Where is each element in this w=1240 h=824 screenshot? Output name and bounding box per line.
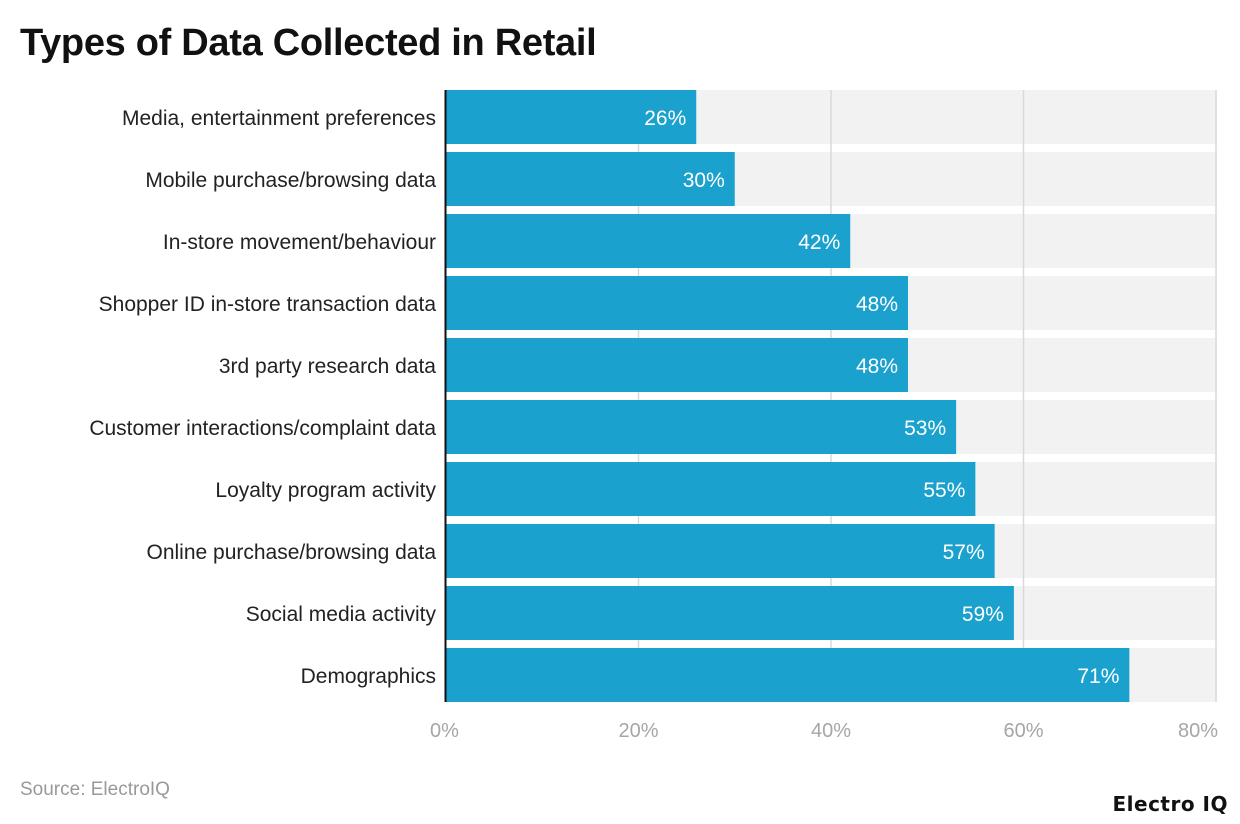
- bar: [446, 338, 908, 392]
- data-label: 71%: [1077, 665, 1119, 688]
- bar: [446, 214, 851, 268]
- bar: [446, 524, 995, 578]
- category-label: Social media activity: [246, 603, 437, 626]
- bar: [446, 586, 1014, 640]
- category-label: Shopper ID in-store transaction data: [99, 293, 437, 316]
- bar: [446, 648, 1130, 702]
- x-tick-label: 0%: [430, 720, 459, 742]
- data-label: 30%: [683, 169, 725, 192]
- electroiq-logo: Electro IQ: [1112, 792, 1228, 816]
- x-tick-label: 60%: [1003, 720, 1043, 742]
- bar: [446, 276, 908, 330]
- data-label: 48%: [856, 355, 898, 378]
- bar: [446, 462, 976, 516]
- data-label: 42%: [798, 231, 840, 254]
- category-label: Mobile purchase/browsing data: [145, 169, 436, 192]
- category-label: Online purchase/browsing data: [146, 541, 436, 564]
- x-tick-label: 20%: [618, 720, 658, 742]
- category-label: Demographics: [301, 665, 436, 688]
- data-label: 57%: [943, 541, 985, 564]
- bar: [446, 152, 735, 206]
- x-tick-label: 40%: [811, 720, 851, 742]
- data-label: 53%: [904, 417, 946, 440]
- data-label: 55%: [923, 479, 965, 502]
- chart-title: Types of Data Collected in Retail: [20, 22, 597, 64]
- category-label: Customer interactions/complaint data: [89, 417, 436, 440]
- category-label: Loyalty program activity: [215, 479, 436, 502]
- category-label: 3rd party research data: [219, 355, 436, 378]
- data-label: 59%: [962, 603, 1004, 626]
- x-tick-label: 80%: [1178, 720, 1218, 742]
- bar: [446, 400, 957, 454]
- category-label: In-store movement/behaviour: [163, 231, 436, 254]
- data-label: 48%: [856, 293, 898, 316]
- bar: [446, 90, 697, 144]
- source-note: Source: ElectroIQ: [20, 779, 170, 800]
- category-label: Media, entertainment preferences: [122, 107, 436, 130]
- data-label: 26%: [644, 107, 686, 130]
